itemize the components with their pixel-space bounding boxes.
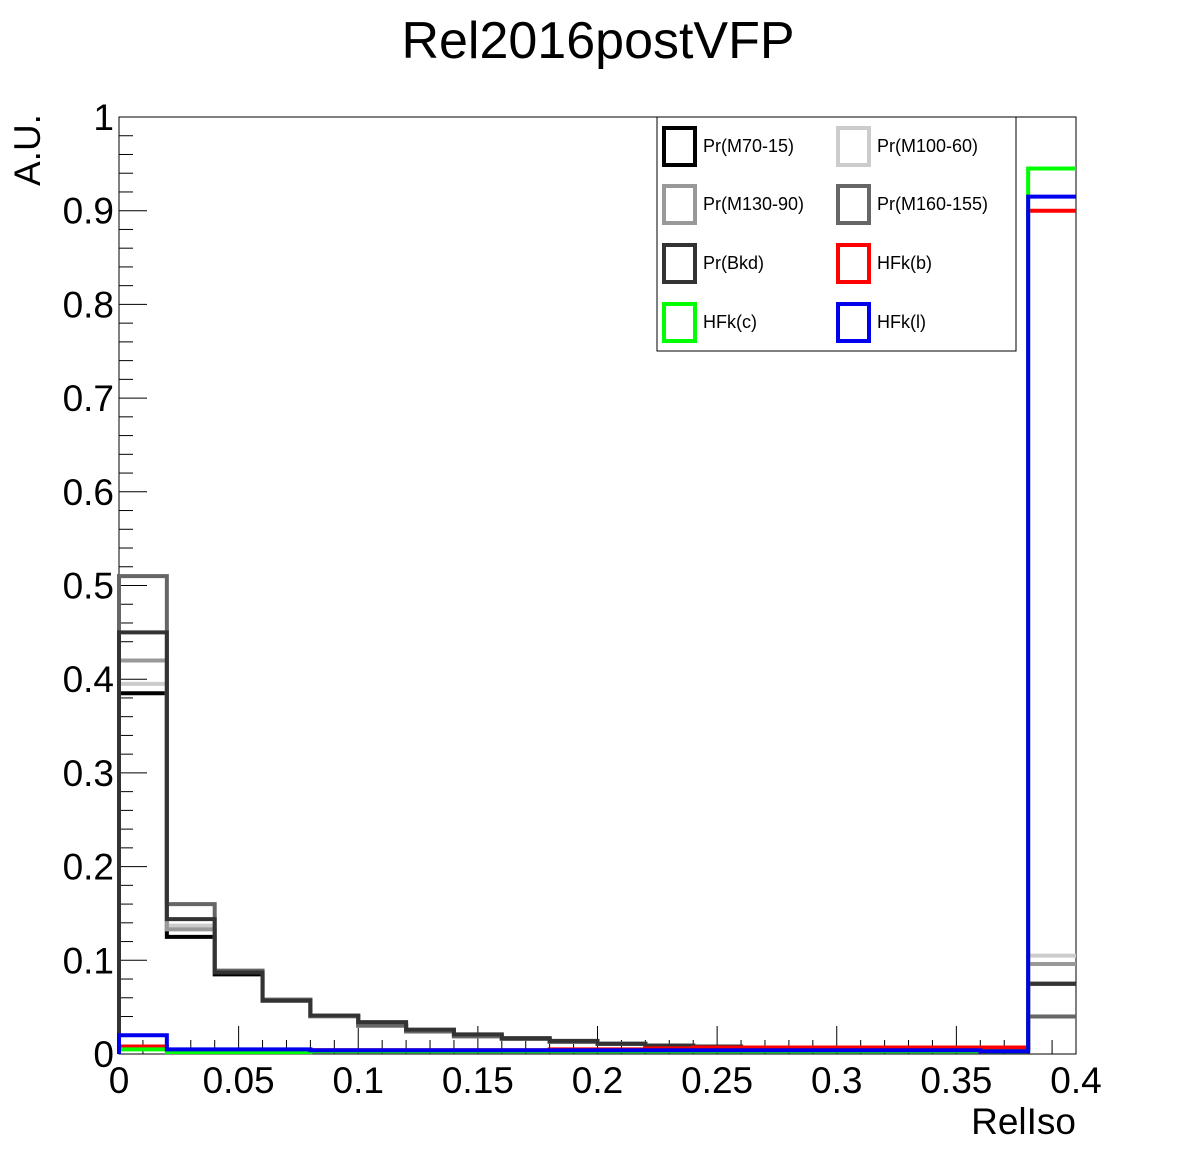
x-tick-label: 0.35: [920, 1060, 992, 1101]
legend-label: Pr(M130-90): [703, 194, 804, 214]
x-tick-label: 0.2: [572, 1060, 623, 1101]
legend-label: Pr(M70-15): [703, 136, 794, 156]
legend-label: HFk(b): [877, 253, 932, 273]
legend-swatch: [836, 184, 871, 225]
y-tick-label: 0.4: [63, 659, 114, 700]
series-line-4: [117, 630, 1076, 1054]
legend-label: Pr(M160-155): [877, 194, 988, 214]
y-tick-label: 0.5: [63, 566, 114, 607]
x-tick-label: 0.4: [1050, 1060, 1101, 1101]
legend-swatch: [662, 302, 697, 343]
x-tick-label: 0.05: [203, 1060, 275, 1101]
y-tick-label: 0: [93, 1034, 114, 1075]
y-tick-label: 1: [93, 97, 114, 138]
legend-label: HFk(c): [703, 312, 757, 332]
y-axis-label: A.U.: [7, 114, 48, 186]
chart-title: Rel2016postVFP: [401, 12, 794, 70]
legend: Pr(M70-15) Pr(M100-60) Pr(M130-90) Pr(M160-…: [656, 116, 1017, 352]
x-tick-label: 0.3: [811, 1060, 862, 1101]
y-tick-label: 0.8: [63, 284, 114, 325]
series-layer: [117, 166, 1076, 1055]
series-line-7: [117, 194, 1076, 1054]
x-tick-label: 0.15: [442, 1060, 514, 1101]
legend-swatch: [836, 302, 871, 343]
y-tick-label: 0.3: [63, 753, 114, 794]
legend-swatch: [662, 126, 697, 167]
legend-swatch: [662, 243, 697, 284]
y-tick-label: 0.7: [63, 378, 114, 419]
x-tick-label: 0: [109, 1060, 130, 1101]
y-tick-label: 0.1: [63, 940, 114, 981]
legend-swatch: [662, 184, 697, 225]
legend-swatch: [836, 243, 871, 284]
legend-swatch: [836, 126, 871, 167]
x-axis-label: RelIso: [971, 1101, 1076, 1142]
y-tick-labels: 0 0.1 0.2 0.3 0.4 0.5 0.6 0.7 0.8 0.9 1: [63, 97, 114, 1075]
y-tick-label: 0.2: [63, 847, 114, 888]
y-tick-label: 0.9: [63, 191, 114, 232]
y-tick-label: 0.6: [63, 472, 114, 513]
legend-label: HFk(l): [877, 312, 926, 332]
x-tick-label: 0.1: [333, 1060, 384, 1101]
legend-label: Pr(Bkd): [703, 253, 764, 273]
legend-label: Pr(M100-60): [877, 136, 978, 156]
x-tick-labels: 0 0.05 0.1 0.15 0.2 0.25 0.3 0.35 0.4: [109, 1060, 1102, 1101]
x-tick-label: 0.25: [681, 1060, 753, 1101]
